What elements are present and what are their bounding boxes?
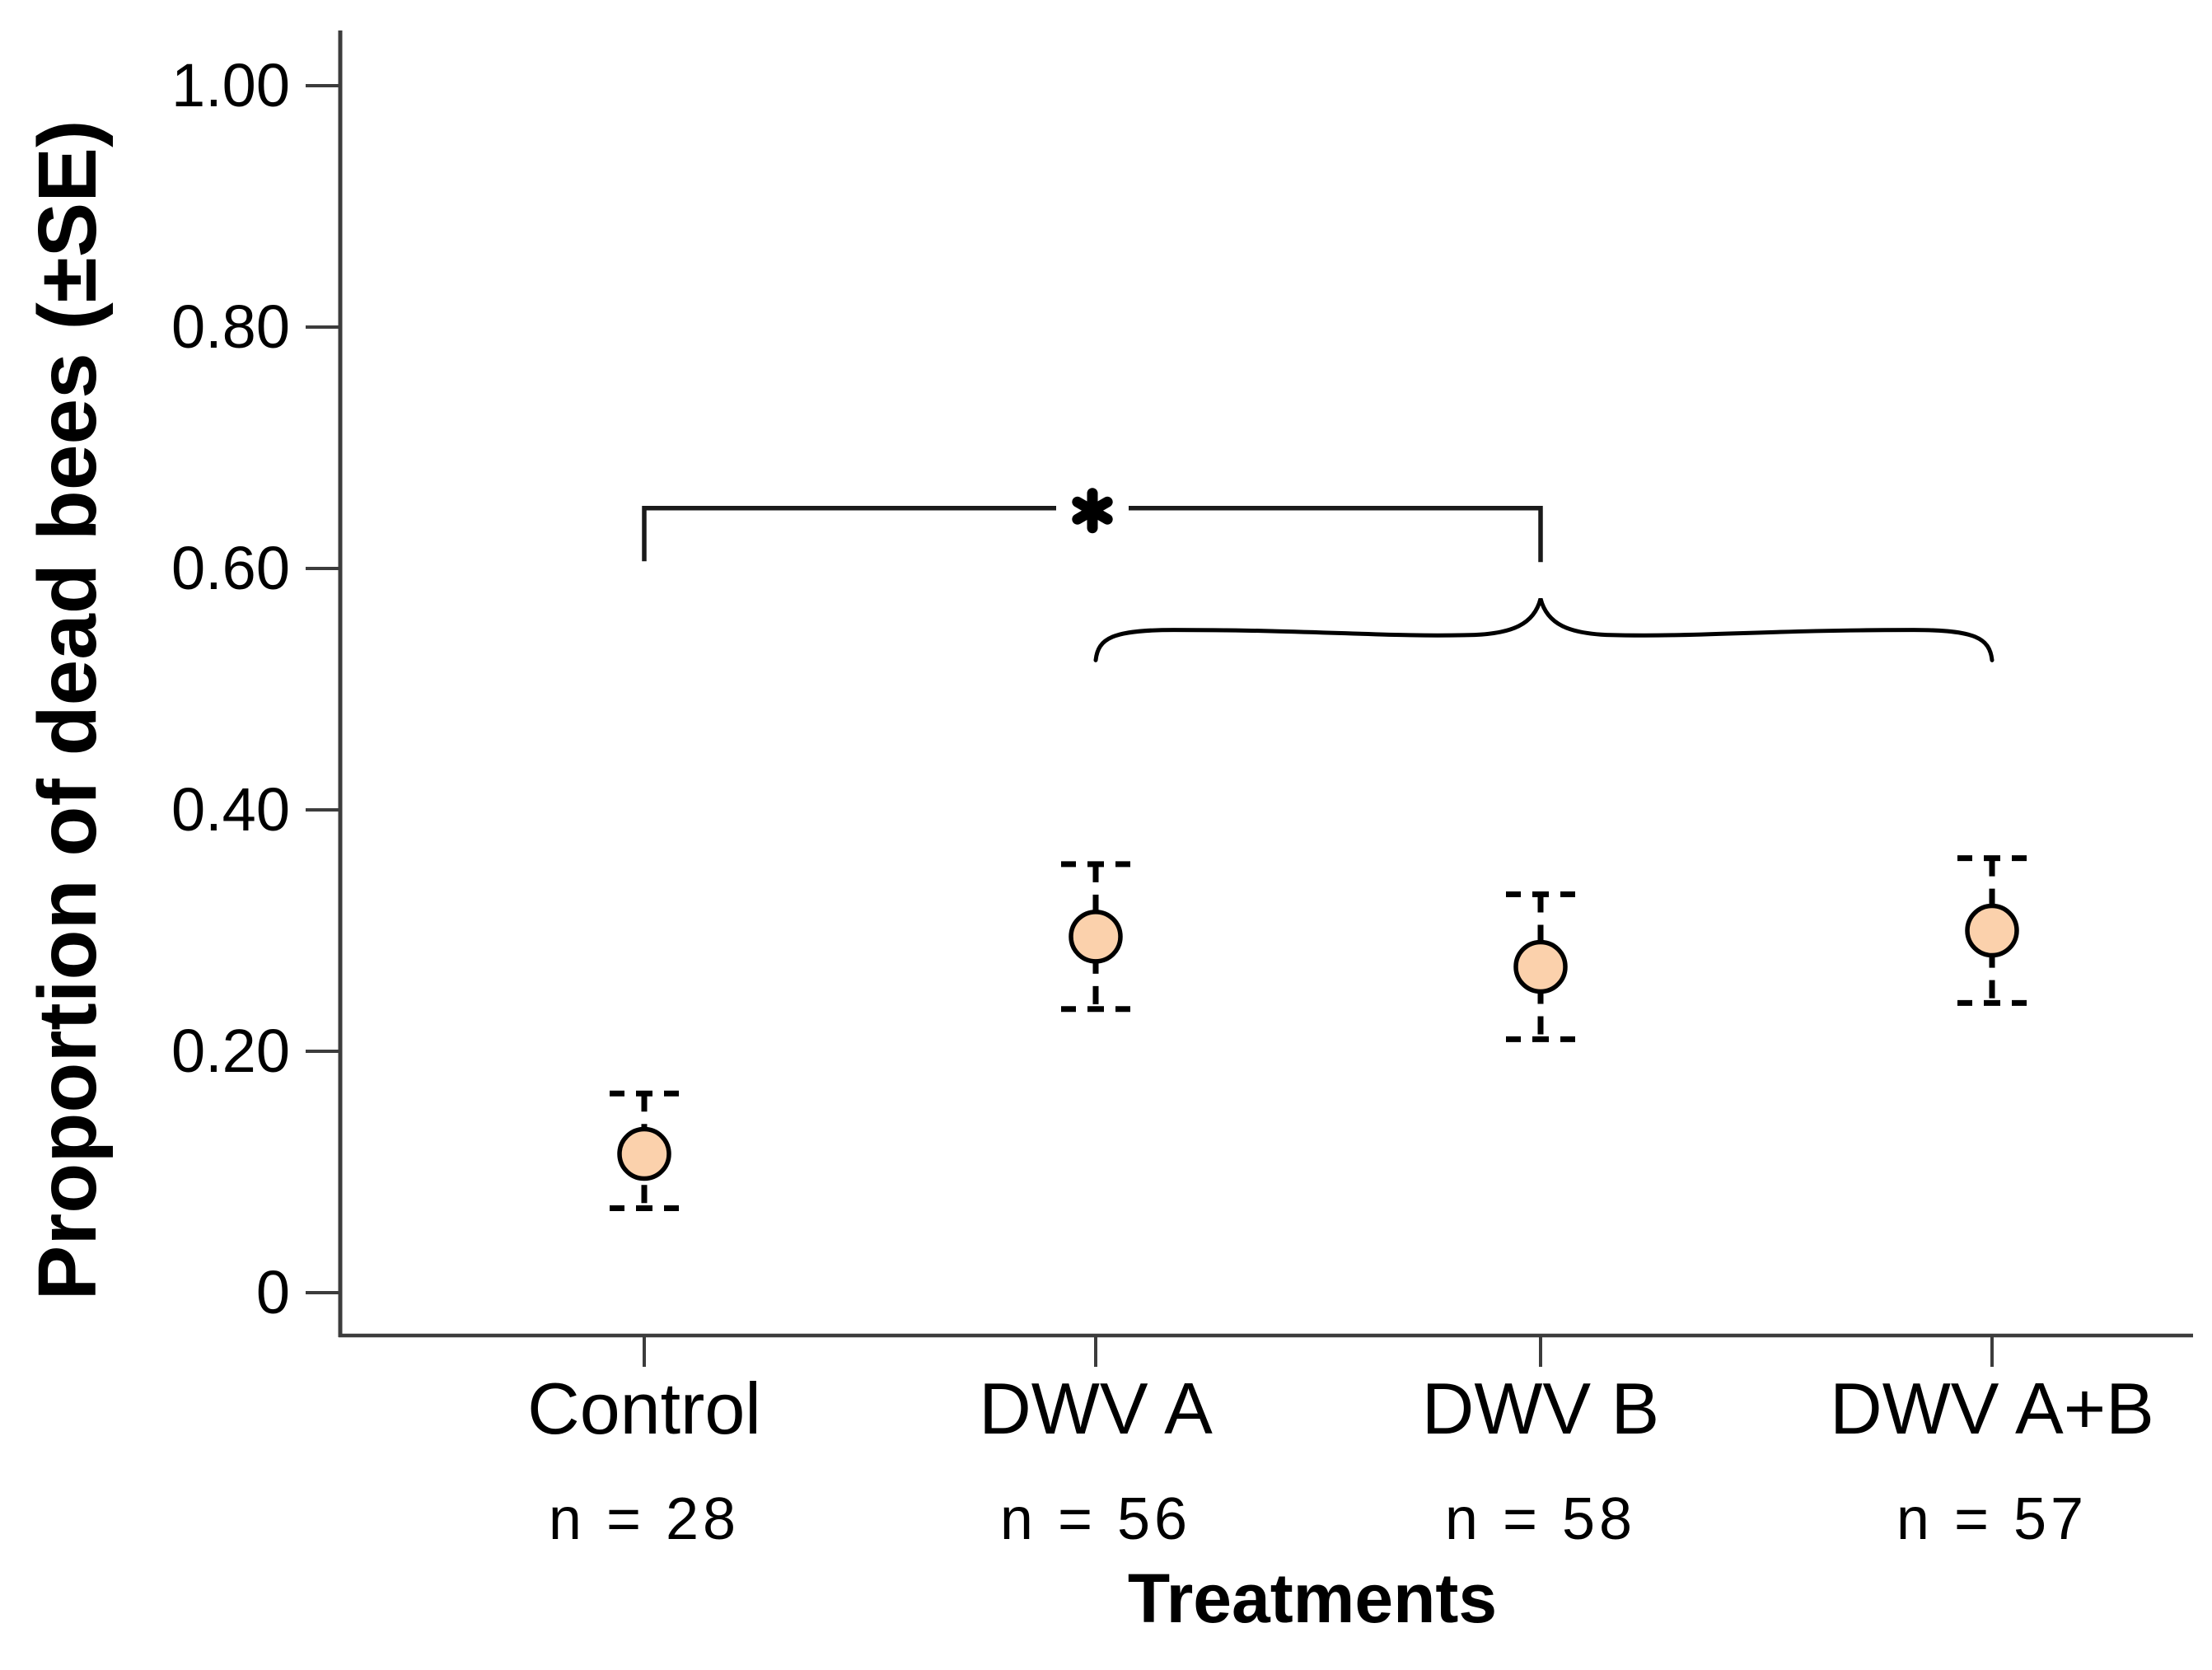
y-tick-label: 0 xyxy=(255,1258,290,1326)
n-label: n = 56 xyxy=(999,1486,1192,1552)
category-label: Control xyxy=(527,1368,761,1449)
significance-asterisk xyxy=(1072,488,1113,534)
n-label: n = 28 xyxy=(548,1486,741,1552)
data-point xyxy=(1965,903,2019,958)
n-label: n = 57 xyxy=(1896,1486,2088,1552)
y-tick-label: 1.00 xyxy=(171,51,290,119)
category-label: DWV A+B xyxy=(1830,1368,2154,1449)
grouping-brace xyxy=(1093,597,1995,662)
category-label: DWV A xyxy=(979,1368,1213,1449)
data-point xyxy=(1069,910,1123,964)
data-point xyxy=(1513,939,1568,994)
category-label: DWV B xyxy=(1421,1368,1660,1449)
significance-bracket xyxy=(642,506,1543,563)
y-tick-label: 0.60 xyxy=(171,534,290,602)
y-tick-label: 0.20 xyxy=(171,1017,290,1085)
error-bar xyxy=(610,1090,679,1211)
data-point xyxy=(617,1126,671,1181)
x-axis-title: Treatments xyxy=(1127,1560,1498,1637)
y-tick-label: 0.80 xyxy=(171,292,290,361)
asterisk-stroke xyxy=(1072,496,1113,525)
n-label: n = 58 xyxy=(1444,1486,1637,1552)
y-tick-label: 0.40 xyxy=(171,775,290,844)
